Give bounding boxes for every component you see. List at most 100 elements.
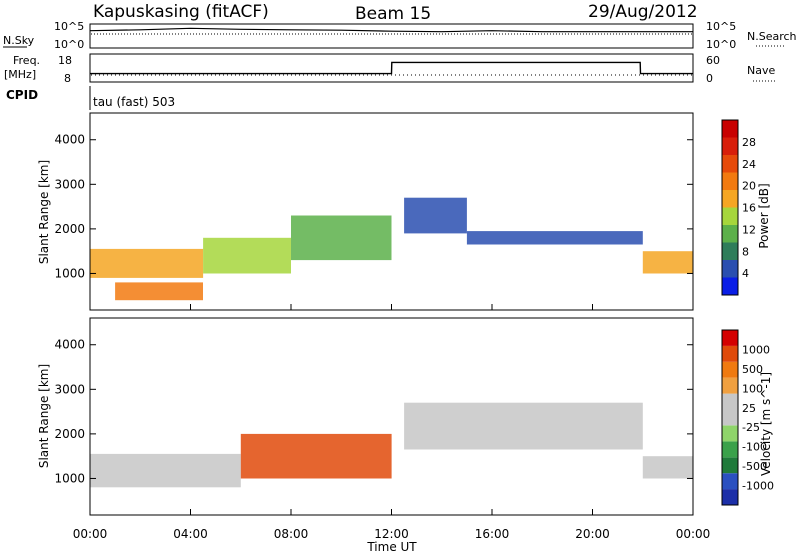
colorbar-tick-label: -100 bbox=[742, 441, 767, 454]
colorbar-tick-label: 8 bbox=[742, 245, 749, 258]
colorbar-swatch bbox=[722, 330, 738, 346]
station-title: Kapuskasing (fitACF) bbox=[93, 2, 269, 22]
data-band-5 bbox=[466, 231, 643, 245]
power-colorbar: 28 24 20 16 12 8 4 bbox=[721, 119, 756, 296]
colorbar-swatch bbox=[722, 120, 738, 138]
data-band-2 bbox=[203, 237, 291, 274]
freq-strip: Freq. [MHz] 18 8 60 0 Nave bbox=[4, 53, 776, 85]
colorbar-swatch bbox=[722, 155, 738, 173]
colorbar-swatch bbox=[722, 137, 738, 155]
y-tick-label: 3000 bbox=[54, 177, 85, 191]
nave-tick-top: 60 bbox=[706, 54, 720, 67]
colorbar-swatch bbox=[722, 377, 738, 394]
colorbar-swatch bbox=[722, 242, 738, 260]
nsky-series bbox=[89, 27, 693, 33]
time-x-ticks: 00:00 04:00 08:00 12:00 16:00 20:00 00:00 bbox=[73, 527, 711, 541]
colorbar-tick-label: -500 bbox=[742, 460, 767, 473]
velocity-colorbar-label: Velocity [m s^-1] bbox=[759, 372, 773, 476]
cpid-label: CPID bbox=[6, 88, 38, 102]
y-tick-label: 4000 bbox=[54, 133, 85, 147]
colorbar-swatch bbox=[722, 457, 738, 474]
beam-title: Beam 15 bbox=[355, 4, 431, 24]
power-ylabel: Slant Range [km] bbox=[37, 160, 51, 264]
nsky-label: N.Sky bbox=[3, 34, 35, 47]
x-tick-label: 08:00 bbox=[274, 527, 309, 541]
data-band-0 bbox=[90, 453, 241, 488]
colorbar-tick-label: -25 bbox=[742, 421, 760, 434]
colorbar-swatch bbox=[722, 489, 738, 505]
nave-tick-bottom: 0 bbox=[706, 72, 713, 85]
colorbar-tick-label: 12 bbox=[742, 223, 756, 236]
colorbar-swatch bbox=[722, 207, 738, 225]
date-title: 29/Aug/2012 bbox=[588, 2, 698, 22]
nave-label: Nave bbox=[747, 64, 775, 77]
time-xlabel: Time UT bbox=[366, 540, 417, 554]
velocity-data-cells bbox=[90, 402, 694, 488]
colorbar-frame bbox=[721, 119, 739, 296]
freq-label: Freq. bbox=[13, 54, 40, 67]
colorbar-swatch bbox=[722, 361, 738, 378]
x-tick-label: 12:00 bbox=[374, 527, 409, 541]
colorbar-tick-label: 100 bbox=[742, 382, 763, 395]
colorbar-swatch bbox=[722, 473, 738, 490]
power-data-cells bbox=[90, 197, 694, 301]
colorbar-swatch bbox=[722, 393, 738, 410]
colorbar-swatch bbox=[722, 225, 738, 243]
nsky-frame bbox=[89, 23, 694, 49]
data-band-3 bbox=[291, 215, 392, 261]
freq-tick-bottom: 8 bbox=[64, 72, 71, 85]
velocity-y-ticks: 4000 3000 2000 1000 bbox=[54, 338, 694, 515]
colorbar-tick-label: 25 bbox=[742, 402, 756, 415]
data-band-1 bbox=[240, 433, 392, 479]
data-band-3 bbox=[642, 456, 694, 479]
x-tick-label: 20:00 bbox=[575, 527, 610, 541]
power-colorbar-label: Power [dB] bbox=[757, 183, 771, 248]
x-tick-label: 00:00 bbox=[676, 527, 711, 541]
colorbar-swatch bbox=[722, 260, 738, 278]
colorbar-swatch bbox=[722, 277, 738, 295]
y-tick-label: 3000 bbox=[54, 382, 85, 396]
x-tick-label: 00:00 bbox=[73, 527, 108, 541]
colorbar-tick-label: 28 bbox=[742, 136, 756, 149]
nsky-tick-top: 10^5 bbox=[54, 20, 84, 33]
colorbar-swatch bbox=[722, 441, 738, 458]
colorbar-tick-label: 500 bbox=[742, 363, 763, 376]
colorbar-swatch bbox=[722, 425, 738, 442]
colorbar-tick-label: 4 bbox=[742, 267, 749, 280]
freq-unit: [MHz] bbox=[4, 68, 36, 81]
cpid-text: tau (fast) 503 bbox=[93, 95, 175, 109]
power-frame bbox=[89, 112, 694, 311]
nsky-tick-bottom: 10^0 bbox=[54, 38, 84, 51]
colorbar-tick-label: 20 bbox=[742, 180, 756, 193]
power-y-ticks: 4000 3000 2000 1000 bbox=[54, 133, 694, 310]
colorbar-tick-label: 16 bbox=[742, 202, 756, 215]
nsearch-tick-top: 10^5 bbox=[706, 20, 736, 33]
data-band-6 bbox=[642, 251, 694, 274]
x-tick-label: 16:00 bbox=[475, 527, 510, 541]
y-tick-label: 1000 bbox=[54, 266, 85, 280]
velocity-panel: 4000 3000 2000 1000 Slant Range [km] 1000 50… bbox=[37, 317, 774, 554]
freq-frame bbox=[89, 53, 694, 83]
x-tick-label: 04:00 bbox=[173, 527, 208, 541]
colorbar-tick-label: 1000 bbox=[742, 343, 770, 356]
y-tick-label: 4000 bbox=[54, 338, 85, 352]
colorbar-tick-label: 24 bbox=[742, 158, 756, 171]
y-tick-label: 2000 bbox=[54, 222, 85, 236]
nsky-strip: N.Sky 10^5 10^0 10^5 10^0 N.Search bbox=[3, 20, 797, 51]
freq-series bbox=[90, 61, 693, 75]
nsearch-label: N.Search bbox=[747, 30, 797, 43]
nsearch-tick-bottom: 10^0 bbox=[706, 38, 736, 51]
colorbar-swatch bbox=[722, 190, 738, 208]
colorbar-tick-label: -1000 bbox=[742, 480, 774, 493]
freq-tick-top: 18 bbox=[58, 54, 72, 67]
colorbar-frame bbox=[721, 329, 739, 506]
data-band-1 bbox=[115, 282, 203, 301]
power-panel: 4000 3000 2000 1000 Slant Range [km] 28 24 20… bbox=[37, 112, 771, 311]
colorbar-swatch bbox=[722, 172, 738, 190]
colorbar-swatch bbox=[722, 345, 738, 362]
data-band-2 bbox=[404, 402, 643, 450]
colorbar-swatch bbox=[722, 409, 738, 426]
data-band-0 bbox=[90, 248, 204, 278]
velocity-colorbar: 1000 500 100 25 -25 -100 -500 -1000 bbox=[721, 329, 774, 506]
data-band-4 bbox=[404, 197, 467, 234]
